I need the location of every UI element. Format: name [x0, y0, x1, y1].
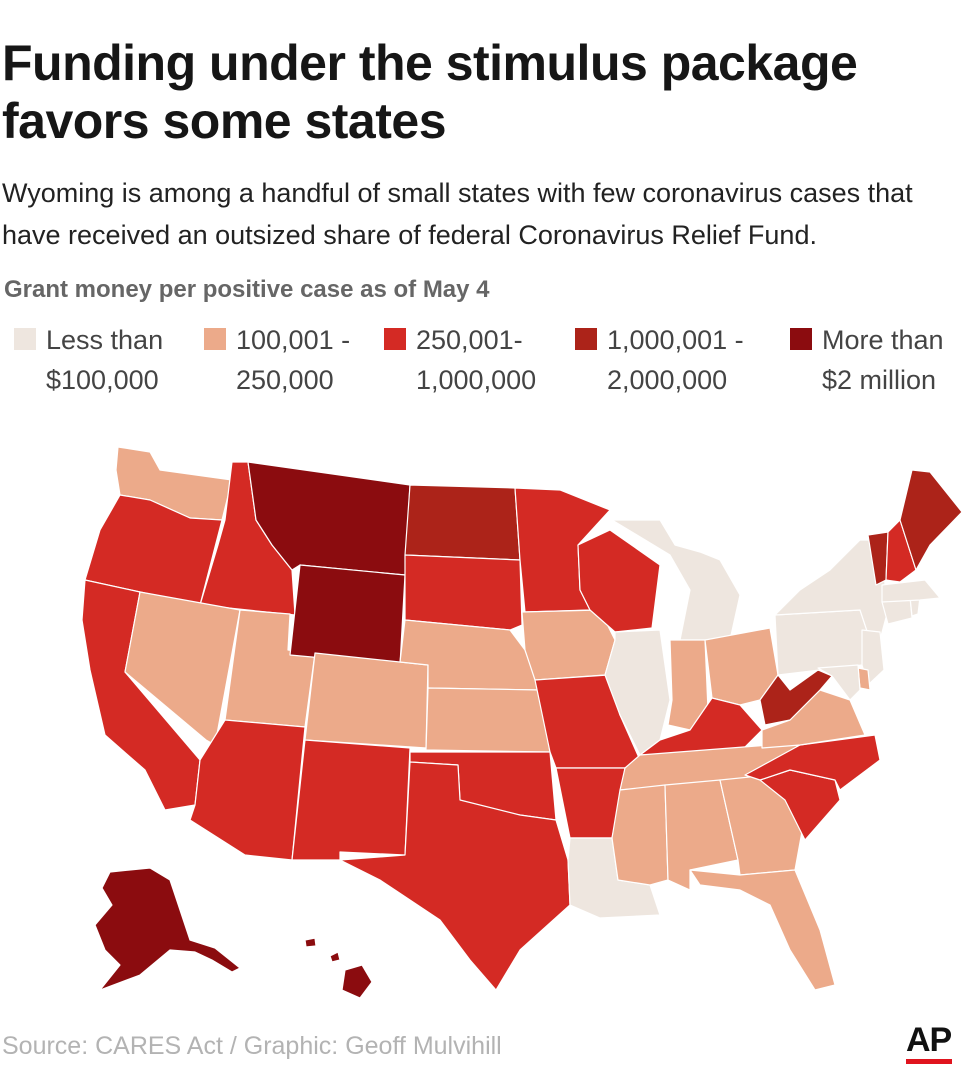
state-OR	[84, 494, 223, 606]
legend-item-100k-250k: 100,001 - 250,000	[204, 320, 350, 400]
us-choropleth-map	[81, 446, 963, 999]
ap-logo-bar	[906, 1059, 952, 1064]
state-ND	[404, 484, 521, 561]
legend: Less than $100,000 100,001 - 250,000 250…	[0, 320, 966, 410]
state-MA	[881, 579, 941, 603]
state-MD	[817, 664, 861, 701]
state-FL	[689, 869, 836, 991]
source-credit: Source: CARES Act / Graphic: Geoff Mulvi…	[2, 1032, 502, 1060]
chart-subtitle: Wyoming is among a handful of small stat…	[2, 178, 913, 250]
legend-swatch	[575, 328, 597, 350]
state-AZ	[189, 719, 306, 861]
state-NM	[291, 739, 411, 861]
state-CO	[304, 652, 429, 749]
legend-item-less-than-100k: Less than $100,000	[14, 320, 163, 400]
legend-label: Less than $100,000	[46, 325, 164, 395]
legend-swatch	[790, 328, 812, 350]
legend-item-250k-1m: 250,001- 1,000,000	[384, 320, 536, 400]
legend-swatch	[14, 328, 36, 350]
state-MI	[611, 519, 741, 641]
ap-logo: AP	[906, 1022, 956, 1066]
legend-item-1m-2m: 1,000,001 - 2,000,000	[575, 320, 744, 400]
state-ME	[899, 469, 963, 571]
state-SD	[404, 554, 523, 631]
state-NH	[885, 519, 917, 583]
state-WI	[577, 529, 661, 633]
legend-label: 250,001- 1,000,000	[416, 325, 537, 395]
state-HI	[304, 937, 373, 999]
chart-title: Funding under the stimulus package favor…	[2, 35, 858, 149]
state-KS	[425, 687, 551, 753]
legend-swatch	[384, 328, 406, 350]
legend-title: Grant money per positive case as of May …	[4, 276, 490, 303]
legend-label: 100,001 - 250,000	[236, 325, 351, 395]
legend-swatch	[204, 328, 226, 350]
legend-label: 1,000,001 - 2,000,000	[607, 325, 744, 395]
ap-logo-text: AP	[906, 1021, 952, 1059]
state-AK	[94, 867, 241, 991]
state-WY	[289, 564, 406, 666]
state-MS	[611, 784, 669, 886]
legend-item-more-than-2m: More than $2 million	[790, 320, 944, 400]
legend-label: More than $2 million	[822, 325, 944, 395]
state-TX	[339, 761, 571, 991]
